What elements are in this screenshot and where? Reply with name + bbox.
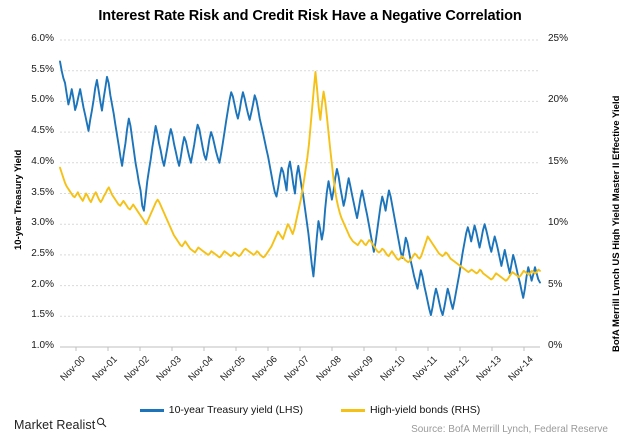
legend-label-treasury: 10-year Treasury yield (LHS) [168, 404, 303, 416]
y-tick-right: 25% [548, 33, 569, 44]
y-tick-right: 0% [548, 340, 563, 351]
legend-swatch-high-yield [340, 408, 365, 412]
y-tick-right: 10% [548, 217, 569, 229]
y-tick-left: 3.0% [31, 217, 54, 229]
y-tick-left: 4.5% [31, 125, 54, 137]
y-tick-left: 6.0% [31, 33, 54, 44]
legend-swatch-treasury [139, 408, 164, 412]
y-tick-right: 5% [548, 278, 563, 290]
y-tick-left: 5.0% [31, 94, 54, 106]
source-note: Source: BofA Merrill Lynch, Federal Rese… [411, 424, 608, 435]
y-tick-left: 5.5% [31, 63, 54, 75]
y-tick-left: 1.5% [31, 309, 54, 321]
y-tick-right: 20% [548, 94, 569, 106]
magnifier-icon [97, 417, 107, 428]
legend-label-high-yield: High-yield bonds (RHS) [369, 404, 481, 416]
y-tick-left: 2.0% [31, 278, 54, 290]
series-line-0 [59, 60, 541, 317]
y-tick-right: 15% [548, 155, 569, 167]
y-axis-right-title: BofA Merrill Lynch US High Yield Master … [611, 95, 620, 352]
chart-title: Interest Rate Risk and Credit Risk Have … [98, 8, 522, 24]
y-tick-left: 1.0% [31, 340, 54, 351]
y-tick-left: 4.0% [31, 155, 54, 167]
chart-legend: 10-year Treasury yield (LHS) High-yield … [0, 404, 620, 416]
brand-name: Market Realist [14, 418, 96, 432]
y-tick-left: 3.5% [31, 186, 54, 198]
y-tick-left: 2.5% [31, 247, 54, 259]
series-line-1 [59, 70, 541, 282]
legend-item-high-yield[interactable]: High-yield bonds (RHS) [340, 404, 481, 416]
legend-item-treasury[interactable]: 10-year Treasury yield (LHS) [139, 404, 303, 416]
brand-logo: Market Realist [14, 417, 107, 432]
